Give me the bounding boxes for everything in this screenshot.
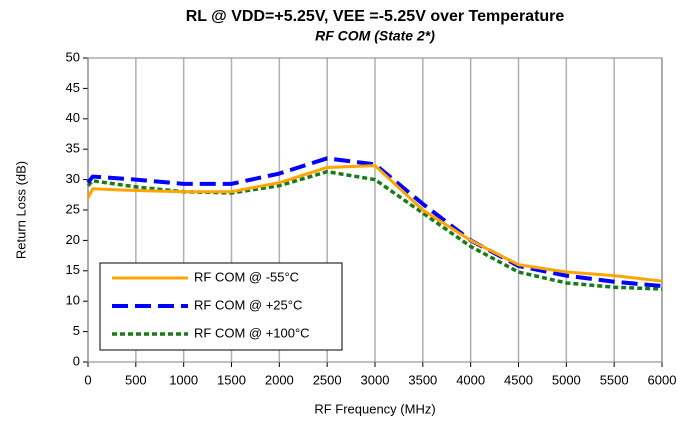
x-tick-label: 4000 [456,372,485,387]
x-tick-label: 1000 [169,372,198,387]
plot-frame [87,57,663,363]
y-tick-label: 50 [66,49,80,64]
x-tick-label: 3000 [361,372,390,387]
y-tick-label: 20 [66,232,80,247]
y-tick-label: 5 [73,323,80,338]
y-tick-label: 15 [66,262,80,277]
x-tick-label: 3500 [408,372,437,387]
y-tick-label: 0 [73,353,80,368]
y-tick-label: 25 [66,201,80,216]
x-tick-label: 0 [84,372,91,387]
series-line [86,169,663,291]
legend-label: RF COM @ +25°C [194,297,302,312]
x-tick-label: 500 [125,372,147,387]
x-tick-label: 5000 [552,372,581,387]
series-line [86,164,663,283]
x-axis-label: RF Frequency (MHz) [314,401,435,416]
legend-label: RF COM @ +100°C [194,325,310,340]
x-tick-label: 2500 [313,372,342,387]
chart-title: RL @ VDD=+5.25V, VEE =-5.25V over Temper… [186,8,565,25]
x-tick-label: 4500 [504,372,533,387]
y-tick-label: 45 [66,80,80,95]
y-tick-label: 30 [66,171,80,186]
y-tick-label: 10 [66,293,80,308]
y-axis-label: Return Loss (dB) [13,161,28,259]
chart-subtitle: RF COM (State 2*) [315,28,435,44]
x-tick-label: 6000 [648,372,677,387]
x-tick-label: 1500 [217,372,246,387]
x-tick-label: 2000 [265,372,294,387]
x-tick-label: 5500 [600,372,629,387]
series-line [86,156,663,288]
y-tick-label: 40 [66,110,80,125]
legend-label: RF COM @ -55°C [194,269,299,284]
y-tick-label: 35 [66,141,80,156]
